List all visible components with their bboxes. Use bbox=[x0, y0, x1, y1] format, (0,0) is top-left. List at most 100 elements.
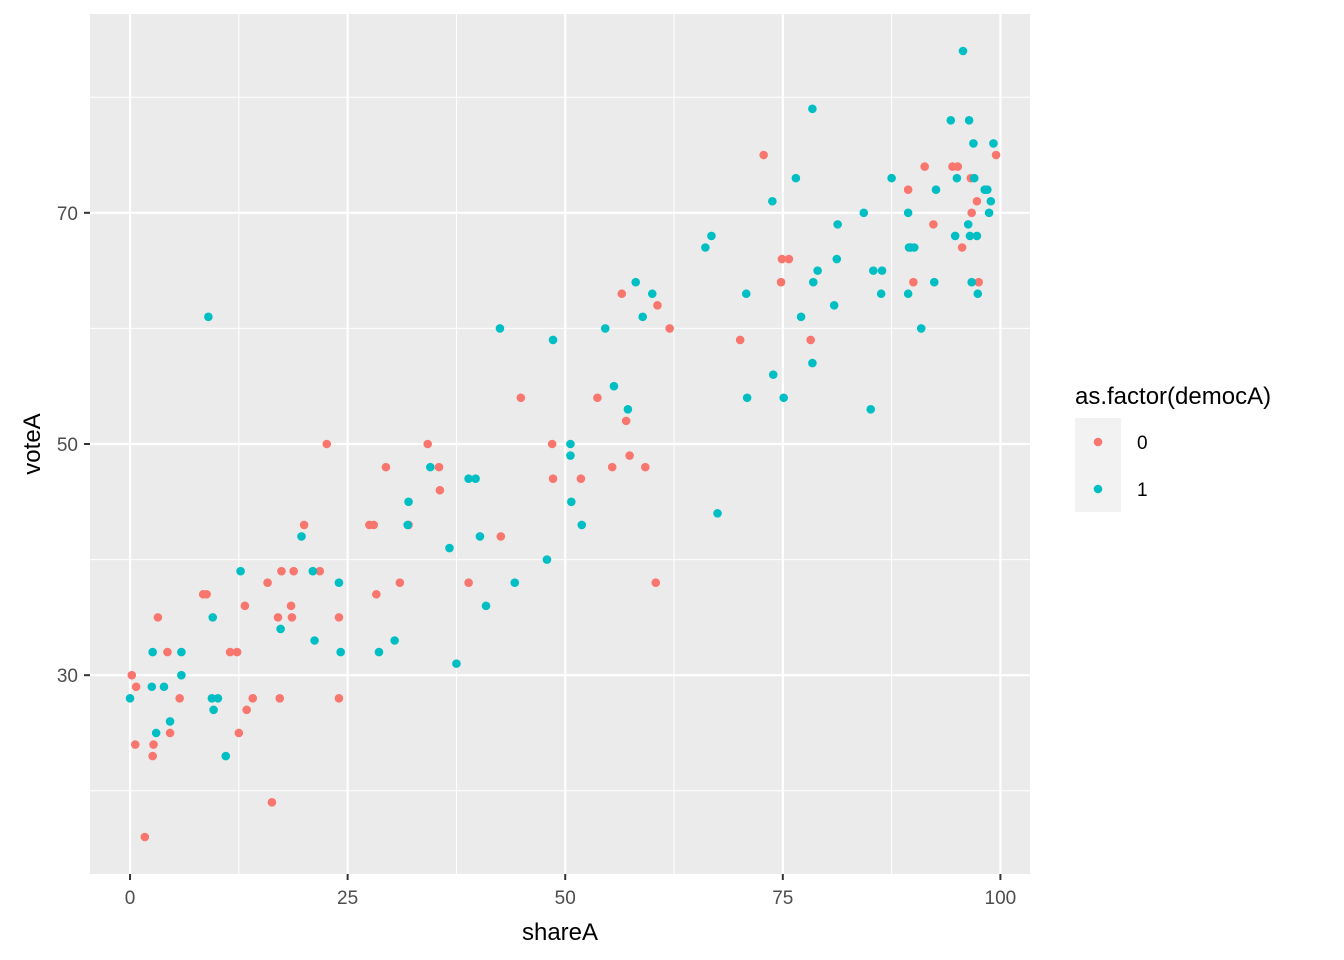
data-point-series-0 bbox=[903, 185, 913, 194]
data-point-series-0 bbox=[242, 705, 251, 715]
data-point-series-0 bbox=[322, 439, 332, 449]
data-point-series-1 bbox=[147, 682, 157, 692]
data-point-series-0 bbox=[202, 589, 211, 599]
data-point-series-0 bbox=[617, 289, 627, 299]
data-point-series-0 bbox=[953, 162, 963, 171]
data-point-series-1 bbox=[967, 277, 976, 287]
data-point-series-0 bbox=[372, 589, 381, 599]
data-point-series-1 bbox=[813, 266, 822, 275]
data-point-series-1 bbox=[475, 532, 485, 541]
data-point-series-1 bbox=[964, 116, 974, 125]
data-point-series-0 bbox=[776, 277, 786, 287]
data-point-series-1 bbox=[159, 682, 169, 692]
data-point-series-0 bbox=[153, 613, 163, 622]
data-point-series-1 bbox=[742, 393, 752, 403]
data-point-series-1 bbox=[638, 312, 647, 322]
data-point-series-1 bbox=[832, 254, 842, 264]
data-point-series-1 bbox=[931, 185, 941, 194]
data-point-series-1 bbox=[972, 231, 982, 241]
data-point-series-1 bbox=[877, 266, 887, 275]
data-point-series-1 bbox=[808, 104, 817, 114]
data-point-series-1 bbox=[577, 520, 587, 530]
data-point-series-1 bbox=[707, 231, 716, 241]
data-point-series-1 bbox=[510, 578, 520, 588]
legend: as.factor(democA) 0 1 bbox=[1075, 383, 1271, 512]
data-point-series-1 bbox=[647, 289, 657, 299]
data-point-series-1 bbox=[221, 751, 231, 761]
data-point-series-1 bbox=[796, 312, 806, 322]
y-tick-label: 50 bbox=[57, 435, 78, 456]
data-point-series-1 bbox=[791, 173, 801, 183]
data-point-series-1 bbox=[403, 520, 412, 530]
data-point-series-0 bbox=[381, 462, 391, 472]
data-point-series-0 bbox=[369, 520, 379, 530]
data-point-series-0 bbox=[315, 566, 325, 576]
data-point-series-1 bbox=[208, 613, 218, 622]
data-point-series-0 bbox=[277, 566, 286, 576]
data-point-series-1 bbox=[276, 624, 285, 634]
data-point-series-1 bbox=[609, 381, 619, 391]
data-point-series-0 bbox=[806, 335, 815, 345]
data-point-series-1 bbox=[542, 555, 552, 564]
data-point-series-1 bbox=[929, 277, 939, 287]
data-point-series-1 bbox=[567, 497, 576, 507]
major-gridlines bbox=[90, 14, 1030, 874]
data-point-series-0 bbox=[240, 601, 250, 611]
data-point-series-1 bbox=[983, 185, 992, 194]
data-point-series-0 bbox=[434, 462, 444, 472]
data-point-series-1 bbox=[768, 370, 778, 379]
legend-key-0 bbox=[1093, 437, 1103, 447]
data-point-series-0 bbox=[929, 220, 938, 229]
data-point-series-1 bbox=[989, 139, 998, 148]
data-point-series-0 bbox=[576, 474, 586, 483]
y-tick-label: 70 bbox=[57, 204, 78, 225]
data-point-series-1 bbox=[125, 694, 135, 703]
data-point-series-1 bbox=[903, 208, 913, 218]
data-point-series-1 bbox=[336, 647, 345, 657]
data-point-series-0 bbox=[967, 208, 976, 218]
data-point-series-0 bbox=[140, 832, 150, 842]
data-point-series-1 bbox=[566, 451, 575, 460]
data-point-series-1 bbox=[829, 300, 839, 310]
data-point-series-0 bbox=[232, 647, 242, 657]
data-point-series-1 bbox=[965, 231, 975, 241]
legend-label-0: 0 bbox=[1137, 433, 1148, 454]
data-point-series-1 bbox=[779, 393, 788, 403]
data-point-series-1 bbox=[701, 243, 710, 252]
data-point-series-1 bbox=[207, 694, 217, 703]
data-point-series-1 bbox=[969, 173, 979, 183]
data-point-series-1 bbox=[310, 636, 319, 645]
x-tick-label: 100 bbox=[985, 888, 1017, 909]
data-point-series-0 bbox=[148, 751, 157, 761]
data-point-series-1 bbox=[213, 694, 223, 703]
data-point-series-0 bbox=[286, 601, 296, 611]
data-point-series-1 bbox=[600, 324, 610, 333]
data-point-series-1 bbox=[495, 324, 505, 333]
data-point-series-1 bbox=[952, 173, 962, 183]
y-axis-title: voteA bbox=[19, 413, 46, 474]
data-point-series-1 bbox=[946, 116, 956, 125]
data-point-series-0 bbox=[653, 300, 662, 310]
data-point-series-1 bbox=[548, 335, 558, 345]
data-point-series-1 bbox=[984, 208, 994, 218]
data-point-series-0 bbox=[607, 462, 617, 472]
data-point-series-1 bbox=[903, 289, 913, 299]
data-point-series-1 bbox=[471, 474, 480, 483]
legend-key-background bbox=[1075, 418, 1121, 512]
data-point-series-0 bbox=[784, 254, 794, 264]
data-point-series-1 bbox=[986, 196, 996, 206]
data-point-series-0 bbox=[621, 416, 631, 426]
data-point-series-1 bbox=[236, 566, 245, 576]
data-point-series-1 bbox=[297, 532, 306, 541]
data-point-series-1 bbox=[713, 509, 722, 518]
data-point-series-1 bbox=[741, 289, 751, 299]
data-point-series-0 bbox=[395, 578, 405, 588]
data-point-series-0 bbox=[130, 740, 140, 749]
legend-key-1 bbox=[1093, 484, 1103, 494]
data-point-series-1 bbox=[859, 208, 869, 218]
data-point-series-0 bbox=[299, 520, 309, 530]
data-point-series-0 bbox=[234, 728, 244, 738]
data-point-series-1 bbox=[452, 659, 461, 668]
data-point-series-0 bbox=[972, 196, 982, 206]
